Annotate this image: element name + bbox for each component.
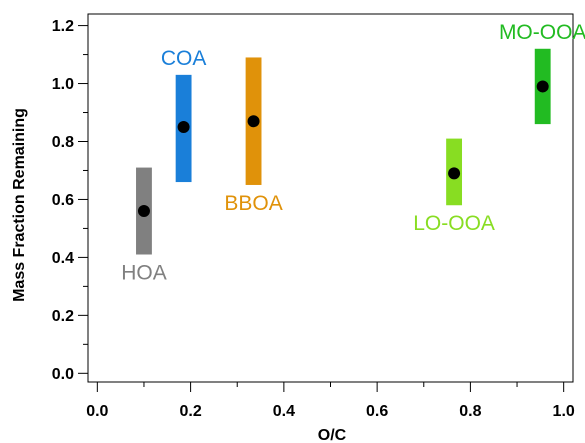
x-tick-label: 1.0 bbox=[553, 403, 575, 420]
x-tick-label: 0.4 bbox=[273, 403, 295, 420]
y-tick-label: 0.6 bbox=[52, 192, 74, 209]
hoa-point bbox=[137, 205, 150, 218]
x-tick-label: 0.8 bbox=[459, 403, 481, 420]
bboa-label: BBOA bbox=[224, 192, 282, 215]
lo-ooa-label: LO-OOA bbox=[413, 212, 495, 235]
labels-layer: HOA COA BBOA LO-OOA MO-OOA bbox=[121, 21, 585, 285]
axes-layer: 0.0 0.2 0.4 0.6 0.8 1.0 1.2 0.0 0.2 0.4 0.6 0.8 1.0 bbox=[52, 13, 575, 420]
coa-point bbox=[177, 121, 190, 134]
y-tick-label: 0.8 bbox=[52, 134, 74, 151]
mo-ooa-point bbox=[536, 80, 549, 93]
x-tick-label: 0.2 bbox=[179, 403, 201, 420]
marks-layer bbox=[136, 48, 551, 255]
y-tick-label: 1.2 bbox=[52, 18, 74, 35]
y-tick-label: 1.0 bbox=[52, 76, 74, 93]
bboa-point bbox=[247, 115, 260, 128]
lo-ooa-point bbox=[448, 167, 461, 180]
y-tick-label: 0.2 bbox=[52, 308, 74, 325]
coa-label: COA bbox=[161, 47, 207, 70]
x-tick-label: 0.6 bbox=[366, 403, 388, 420]
y-tick-label: 0.0 bbox=[52, 366, 74, 383]
hoa-label: HOA bbox=[121, 262, 167, 285]
y-tick-label: 0.4 bbox=[52, 250, 74, 267]
x-axis-label: O/C bbox=[318, 427, 347, 443]
y-axis-label: Mass Fraction Remaining bbox=[11, 108, 28, 302]
x-tick-label: 0.0 bbox=[86, 403, 108, 420]
mo-ooa-label: MO-OOA bbox=[499, 21, 585, 44]
